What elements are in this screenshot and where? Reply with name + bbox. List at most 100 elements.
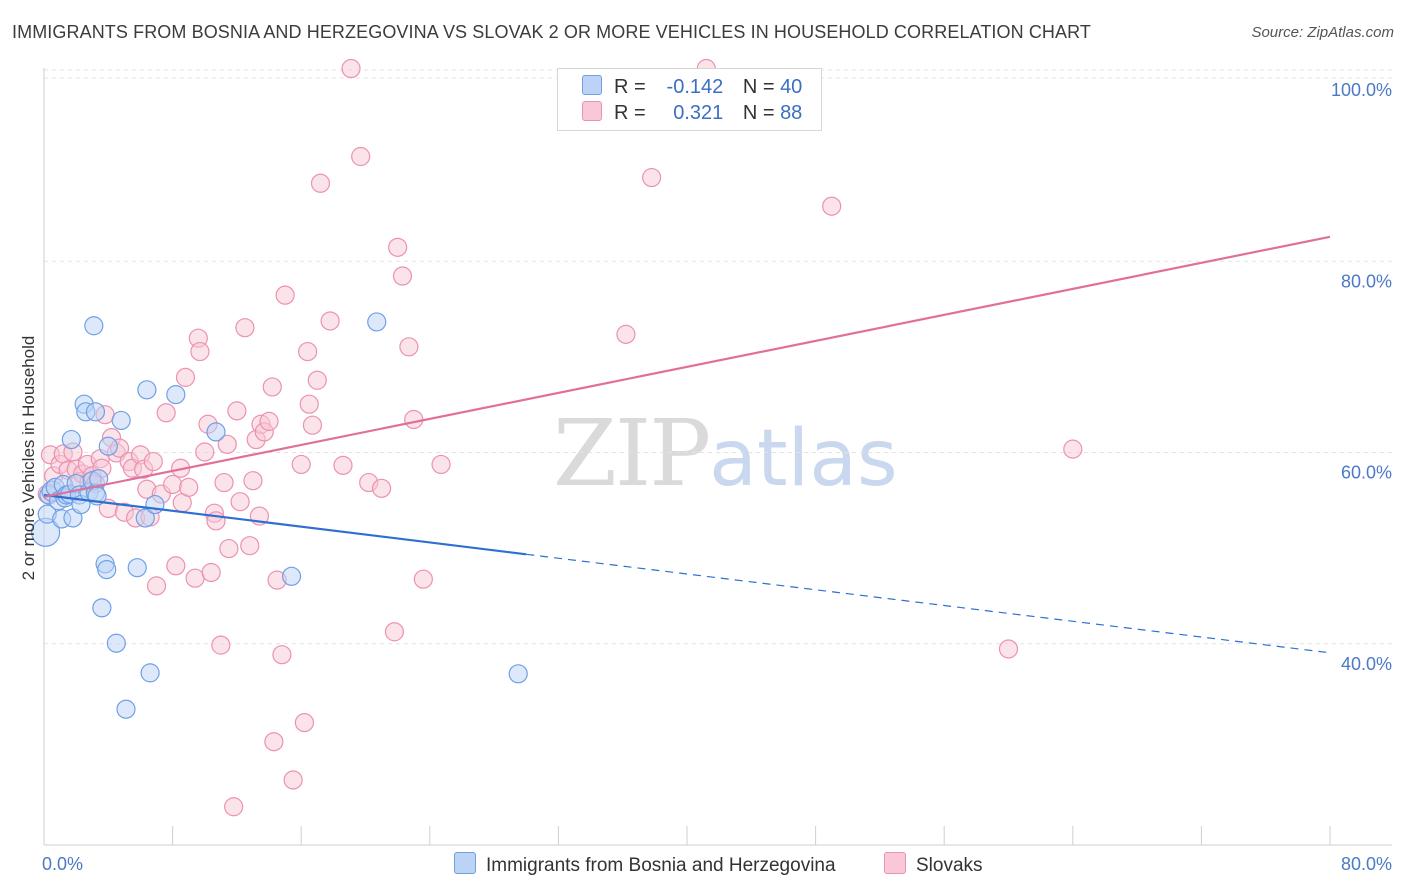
pink-point-73 xyxy=(307,370,327,390)
pink-point-30 xyxy=(146,576,167,596)
x-tick-label-1: 80.0% xyxy=(1341,854,1392,874)
pink-point-81 xyxy=(384,622,405,642)
watermark-atlas: atlas xyxy=(709,414,898,504)
watermark-zip: ZIP xyxy=(553,400,711,507)
pink-point-71 xyxy=(299,394,319,414)
y-tick-label-3: 40.0% xyxy=(1341,654,1392,674)
blue-point-11 xyxy=(61,429,81,450)
pink-point-61 xyxy=(259,411,279,431)
pink-point-93 xyxy=(1063,439,1083,459)
blue-point-21 xyxy=(84,316,104,336)
chart-title: IMMIGRANTS FROM BOSNIA AND HERZEGOVINA V… xyxy=(12,22,1091,42)
legend-r-value: 0.321 xyxy=(673,102,724,124)
blue-point-41 xyxy=(508,664,528,684)
pink-point-74 xyxy=(310,173,331,193)
blue-point-37 xyxy=(166,385,186,405)
pink-point-70 xyxy=(298,341,318,362)
pink-point-51 xyxy=(224,797,244,817)
pink-trend-line xyxy=(43,235,1331,499)
grid-lines xyxy=(44,69,1392,645)
pink-point-67 xyxy=(283,770,303,790)
pink-point-47 xyxy=(211,635,231,655)
pink-point-77 xyxy=(341,58,361,79)
pink-point-72 xyxy=(302,415,323,435)
x-tick-label-0: 0.0% xyxy=(42,854,83,874)
pink-point-55 xyxy=(240,536,260,556)
blue-point-36 xyxy=(145,494,165,515)
legend-n-label: N = xyxy=(742,102,775,124)
pink-point-37 xyxy=(175,367,196,387)
pink-point-41 xyxy=(190,341,210,362)
pink-point-56 xyxy=(243,471,263,491)
legend-n-label: N = xyxy=(742,76,775,98)
bottom-legend-slovaks: Slovaks xyxy=(884,852,983,877)
blue-point-40 xyxy=(281,566,302,586)
bottom-legend-label-slovaks: Slovaks xyxy=(916,855,983,876)
pink-point-80 xyxy=(371,478,392,498)
bottom-legend-label-bosnia: Immigrants from Bosnia and Herzegovina xyxy=(486,855,836,876)
bottom-legend-swatch-blue xyxy=(454,852,476,874)
blue-point-35 xyxy=(140,663,160,683)
legend-r-label: R = xyxy=(614,76,646,98)
y-tick-label-1: 80.0% xyxy=(1341,271,1392,291)
pink-point-65 xyxy=(272,645,292,665)
stats-legend: R = -0.142 N = 40 R = 0.321 N = 88 xyxy=(557,68,822,131)
pink-point-69 xyxy=(294,712,315,733)
blue-point-31 xyxy=(116,699,136,719)
pink-point-63 xyxy=(264,732,284,752)
pink-point-88 xyxy=(616,324,636,344)
trend-lines xyxy=(43,235,1331,654)
pink-point-42 xyxy=(195,442,215,462)
legend-r-label: R = xyxy=(614,102,646,124)
tick-labels: 100.0% 80.0% 60.0% 40.0% 0.0% 80.0% xyxy=(42,80,1392,874)
blue-trend-line xyxy=(43,493,527,556)
blue-point-33 xyxy=(135,508,155,528)
pink-point-83 xyxy=(392,266,413,286)
legend-n-value: 88 xyxy=(780,102,803,124)
pink-point-66 xyxy=(275,285,295,305)
legend-row-slovaks: R = 0.321 N = 88 xyxy=(582,101,802,129)
pink-point-44 xyxy=(201,562,221,583)
blue-point-30 xyxy=(111,410,131,431)
slovaks-points xyxy=(37,58,1083,817)
blue-point-22 xyxy=(85,402,106,422)
pink-point-84 xyxy=(399,337,419,357)
watermark: ZIPatlas xyxy=(553,400,898,507)
pink-point-92 xyxy=(998,639,1019,659)
pink-point-82 xyxy=(388,237,408,257)
y-tick-label-0: 100.0% xyxy=(1331,80,1392,100)
y-axis-label: 2 or more Vehicles in Household xyxy=(19,336,38,581)
pink-point-75 xyxy=(320,311,340,331)
pink-point-85 xyxy=(404,409,424,430)
pink-point-68 xyxy=(291,454,311,475)
pink-point-89 xyxy=(642,167,662,188)
pink-point-62 xyxy=(262,377,282,397)
pink-point-50 xyxy=(219,538,239,559)
pink-point-48 xyxy=(214,472,234,493)
bottom-legend-swatch-pink xyxy=(884,852,906,874)
blue-point-27 xyxy=(97,559,117,580)
pink-point-91 xyxy=(822,196,842,216)
pink-point-52 xyxy=(227,401,247,421)
bottom-legend-bosnia: Immigrants from Bosnia and Herzegovina xyxy=(454,852,836,877)
pink-point-86 xyxy=(413,569,433,589)
pink-point-32 xyxy=(156,403,176,423)
pink-point-29 xyxy=(143,451,163,472)
pink-point-34 xyxy=(166,556,186,576)
pink-point-54 xyxy=(235,318,255,338)
blue-point-39 xyxy=(367,312,387,332)
legend-swatch-blue xyxy=(582,75,602,95)
blue-point-32 xyxy=(127,558,147,578)
pink-point-76 xyxy=(333,455,353,475)
blue-point-28 xyxy=(98,436,118,456)
pink-point-78 xyxy=(351,146,371,167)
blue-point-29 xyxy=(106,633,126,653)
legend-n-value: 40 xyxy=(780,76,803,98)
pink-point-33 xyxy=(163,474,183,495)
pink-point-87 xyxy=(431,454,451,475)
source-label: Source: ZipAtlas.com xyxy=(1251,24,1394,41)
blue-point-25 xyxy=(92,598,112,618)
legend-row-bosnia: R = -0.142 N = 40 xyxy=(582,75,802,103)
legend-r-value: -0.142 xyxy=(666,76,724,98)
